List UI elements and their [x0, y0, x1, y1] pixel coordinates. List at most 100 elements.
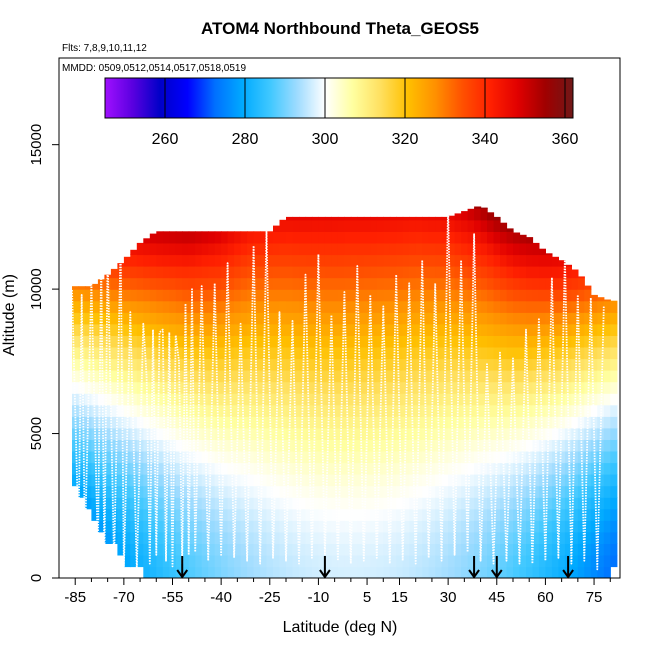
heatmap-cell: [299, 300, 307, 313]
heatmap-cell: [123, 323, 131, 336]
heatmap-cell: [337, 266, 345, 279]
heatmap-cell: [247, 427, 255, 440]
heatmap-cell: [526, 323, 534, 336]
heatmap-cell: [376, 450, 384, 464]
heatmap-cell: [376, 254, 384, 267]
heatmap-cell: [383, 439, 391, 452]
heatmap-cell: [299, 219, 307, 232]
heatmap-cell: [188, 554, 196, 568]
heatmap-cell: [299, 508, 307, 521]
heatmap-cell: [467, 381, 475, 394]
heatmap-cell: [350, 543, 358, 556]
heatmap-cell: [305, 300, 313, 313]
heatmap-cell: [448, 231, 456, 244]
heatmap-cell: [435, 450, 443, 464]
heatmap-cell: [149, 416, 157, 429]
heatmap-cell: [441, 404, 449, 417]
heatmap-cell: [363, 323, 371, 336]
heatmap-cell: [487, 358, 495, 371]
heatmap-cell: [474, 531, 482, 544]
heatmap-cell: [227, 312, 235, 325]
heatmap-cell: [532, 370, 540, 383]
heatmap-cell: [513, 358, 521, 371]
heatmap-cell: [331, 462, 339, 475]
heatmap-cell: [273, 300, 281, 313]
heatmap-cell: [454, 335, 462, 348]
heatmap-cell: [597, 323, 605, 336]
heatmap-cell: [149, 254, 157, 267]
heatmap-cell: [454, 213, 462, 221]
heatmap-cell: [175, 277, 183, 290]
heatmap-cell: [123, 497, 131, 510]
heatmap-cell: [169, 323, 177, 336]
heatmap-cell: [123, 289, 131, 302]
heatmap-cell: [610, 427, 618, 440]
heatmap-cell: [506, 266, 514, 279]
heatmap-cell: [454, 242, 462, 256]
heatmap-cell: [266, 485, 274, 498]
heatmap-cell: [454, 439, 462, 452]
heatmap-cell: [610, 508, 618, 521]
heatmap-cell: [564, 358, 572, 371]
heatmap-cell: [428, 216, 436, 221]
heatmap-cell: [506, 508, 514, 521]
heatmap-cell: [350, 485, 358, 498]
heatmap-cell: [415, 566, 423, 578]
heatmap-cell: [324, 427, 332, 440]
heatmap-cell: [84, 393, 92, 406]
heatmap-cell: [123, 393, 131, 406]
heatmap-cell: [324, 216, 332, 221]
heatmap-cell: [240, 266, 248, 279]
heatmap-cell: [538, 393, 546, 406]
heatmap-cell: [519, 312, 527, 325]
heatmap-cell: [551, 312, 559, 325]
heatmap-cell: [402, 300, 410, 313]
heatmap-cell: [571, 358, 579, 371]
heatmap-cell: [324, 323, 332, 336]
heatmap-cell: [143, 543, 151, 556]
heatmap-cell: [279, 381, 287, 394]
heatmap-cell: [357, 543, 365, 556]
heatmap-cell: [227, 300, 235, 313]
heatmap-cell: [422, 346, 430, 360]
heatmap-cell: [532, 520, 540, 533]
heatmap-cell: [292, 216, 300, 221]
heatmap-cell: [376, 358, 384, 371]
heatmap-cell: [130, 554, 138, 568]
heatmap-cell: [500, 231, 508, 244]
heatmap-cell: [513, 427, 521, 440]
heatmap-cell: [357, 277, 365, 290]
heatmap-cell: [240, 277, 248, 290]
heatmap-cell: [247, 346, 255, 360]
heatmap-cell: [324, 381, 332, 394]
heatmap-cell: [538, 323, 546, 336]
heatmap-cell: [247, 485, 255, 498]
heatmap-cell: [402, 335, 410, 348]
heatmap-cell: [227, 231, 235, 244]
heatmap-cell: [357, 462, 365, 475]
heatmap-cell: [461, 266, 469, 279]
heatmap-cell: [110, 404, 118, 417]
heatmap-cell: [123, 485, 131, 498]
heatmap-cell: [571, 277, 579, 290]
heatmap-cell: [571, 474, 579, 487]
heatmap-cell: [526, 520, 534, 533]
heatmap-cell: [564, 404, 572, 417]
heatmap-cell: [551, 566, 559, 578]
heatmap-cell: [84, 439, 92, 452]
heatmap-cell: [571, 566, 579, 578]
heatmap-cell: [104, 508, 112, 521]
heatmap-cell: [337, 346, 345, 360]
heatmap-cell: [577, 277, 585, 290]
heatmap-cell: [188, 543, 196, 556]
heatmap-cell: [110, 268, 118, 279]
heatmap-cell: [214, 231, 222, 244]
heatmap-cell: [286, 312, 294, 325]
heatmap-cell: [415, 231, 423, 244]
heatmap-cell: [175, 346, 183, 360]
heatmap-cell: [182, 450, 190, 464]
heatmap-cell: [506, 381, 514, 394]
heatmap-cell: [117, 416, 125, 429]
heatmap-cell: [558, 323, 566, 336]
heatmap-cell: [72, 323, 80, 336]
